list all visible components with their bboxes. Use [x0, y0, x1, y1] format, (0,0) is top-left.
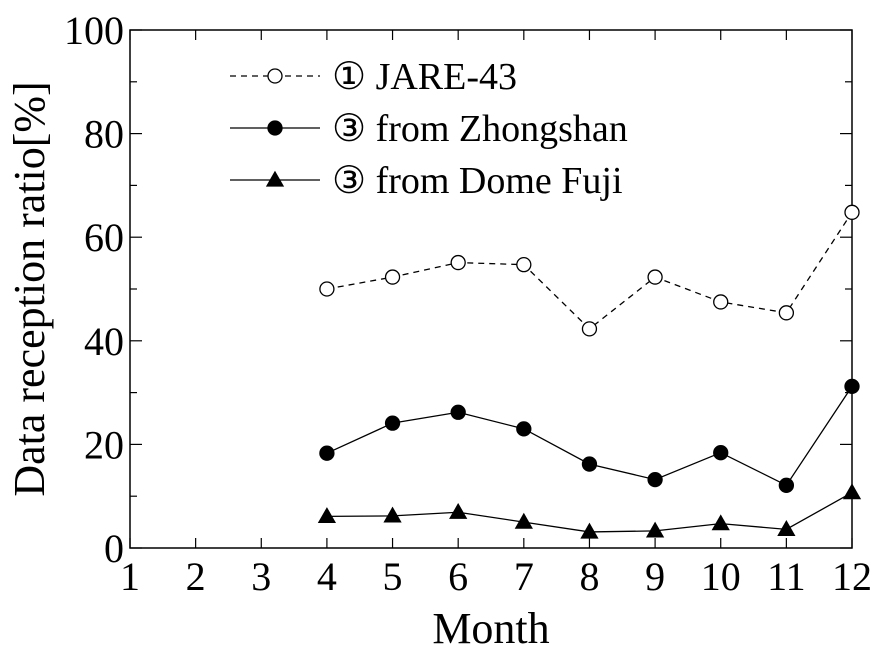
legend-label: ③ from Zhongshan	[332, 108, 628, 150]
data-point	[516, 421, 532, 437]
data-point	[514, 512, 533, 529]
data-point	[713, 294, 729, 310]
data-point	[711, 514, 730, 531]
data-point	[450, 254, 466, 271]
x-tick-label: 4	[317, 554, 337, 599]
x-tick-label: 7	[514, 554, 534, 599]
y-tick-label: 40	[84, 319, 124, 364]
y-tick-label: 0	[104, 526, 124, 571]
y-tick-labels: 0 20 40 60 80 100	[64, 8, 124, 571]
legend-marker	[267, 120, 283, 136]
data-point	[647, 269, 663, 285]
data-point	[319, 445, 335, 461]
data-point	[842, 483, 862, 500]
x-tick-label: 1	[120, 554, 140, 599]
data-point	[713, 445, 729, 461]
x-axis-label: Month	[432, 604, 549, 650]
data-point	[645, 521, 665, 538]
x-tick-label: 10	[701, 554, 741, 599]
x-tick-label: 2	[186, 554, 206, 599]
series-line	[326, 211, 853, 330]
series-layer	[317, 204, 862, 539]
legend-label: ① JARE-43	[332, 56, 517, 98]
data-point	[844, 378, 860, 395]
data-point	[384, 269, 401, 285]
x-tick-label: 9	[645, 554, 665, 599]
data-point	[449, 502, 468, 519]
x-tick-label: 12	[832, 554, 872, 599]
data-point	[516, 257, 532, 273]
legend-marker	[267, 68, 283, 84]
axis-ticks	[129, 29, 853, 549]
data-point	[844, 204, 860, 220]
data-point	[778, 477, 795, 493]
data-point	[778, 305, 795, 321]
x-tick-label: 6	[448, 554, 468, 599]
data-point	[383, 506, 402, 523]
legend-marker	[265, 170, 285, 187]
y-tick-label: 60	[84, 215, 124, 260]
legend-label: ③ from Dome Fuji	[332, 160, 623, 202]
data-point	[580, 522, 599, 539]
y-tick-label: 100	[64, 8, 124, 53]
y-tick-label: 80	[84, 112, 124, 157]
y-tick-label: 20	[84, 422, 124, 467]
x-tick-labels: 1 2 3 4 5 6 7 8 9 10 11 12	[120, 554, 872, 599]
data-point	[384, 415, 401, 431]
data-point	[317, 507, 337, 524]
series-2	[319, 378, 860, 493]
data-point	[581, 456, 598, 472]
series-3	[317, 483, 862, 539]
series-1	[319, 204, 860, 337]
y-axis-label: Data reception ratio[%]	[5, 81, 54, 496]
data-point	[581, 321, 598, 337]
x-tick-label: 8	[579, 554, 599, 599]
legend: ① JARE-43 ③ from Zhongshan ③ from Dome Fuj…	[230, 56, 628, 202]
x-tick-label: 3	[251, 554, 271, 599]
data-point	[319, 281, 335, 297]
data-point	[777, 520, 796, 537]
x-tick-label: 11	[767, 554, 806, 599]
data-point	[647, 471, 663, 488]
x-tick-label: 5	[383, 554, 403, 599]
data-point	[450, 404, 466, 420]
